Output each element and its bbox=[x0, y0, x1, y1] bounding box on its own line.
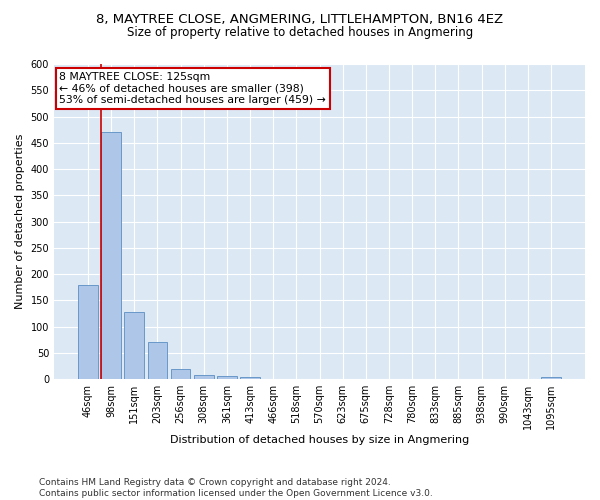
X-axis label: Distribution of detached houses by size in Angmering: Distribution of detached houses by size … bbox=[170, 435, 469, 445]
Text: Size of property relative to detached houses in Angmering: Size of property relative to detached ho… bbox=[127, 26, 473, 39]
Bar bbox=[217, 376, 237, 379]
Bar bbox=[101, 132, 121, 379]
Bar bbox=[240, 376, 260, 379]
Bar bbox=[541, 376, 561, 379]
Text: 8 MAYTREE CLOSE: 125sqm
← 46% of detached houses are smaller (398)
53% of semi-d: 8 MAYTREE CLOSE: 125sqm ← 46% of detache… bbox=[59, 72, 326, 105]
Y-axis label: Number of detached properties: Number of detached properties bbox=[15, 134, 25, 310]
Bar bbox=[171, 368, 190, 379]
Text: Contains HM Land Registry data © Crown copyright and database right 2024.
Contai: Contains HM Land Registry data © Crown c… bbox=[39, 478, 433, 498]
Bar bbox=[194, 375, 214, 379]
Bar bbox=[78, 284, 98, 379]
Bar bbox=[124, 312, 144, 379]
Bar bbox=[148, 342, 167, 379]
Text: 8, MAYTREE CLOSE, ANGMERING, LITTLEHAMPTON, BN16 4EZ: 8, MAYTREE CLOSE, ANGMERING, LITTLEHAMPT… bbox=[97, 12, 503, 26]
